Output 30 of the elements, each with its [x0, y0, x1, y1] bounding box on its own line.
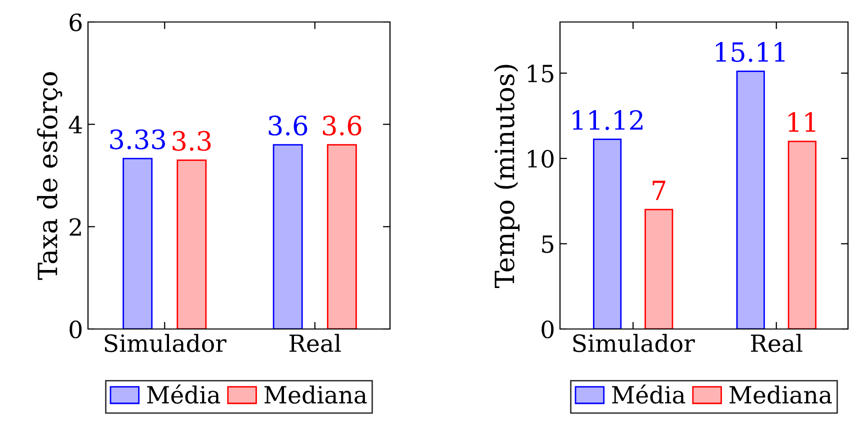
- y-axis-title: Taxa de esforço: [37, 72, 62, 280]
- y-tick-label: 0: [70, 320, 82, 338]
- bar: [592, 138, 622, 329]
- data-label: 7: [652, 180, 666, 200]
- legend-label: Média: [147, 384, 220, 404]
- y-tick-label: 4: [68, 116, 82, 134]
- data-label: 11: [788, 112, 816, 132]
- data-label: 3.6: [268, 116, 308, 136]
- legend-label: Mediana: [264, 385, 367, 404]
- x-tick-label: Simulador: [573, 334, 695, 352]
- data-label: 3.3: [172, 130, 211, 151]
- y-tick-label: 10: [528, 150, 554, 168]
- legend-label: Mediana: [729, 385, 832, 404]
- y-tick-label: 0: [542, 320, 554, 338]
- x-tick-label: Simulador: [104, 334, 226, 352]
- bar: [788, 140, 816, 329]
- x-tick-label: Real: [750, 334, 802, 352]
- bar: [736, 70, 765, 329]
- bar: [644, 208, 674, 329]
- data-label: 15.11: [716, 42, 785, 62]
- data-label: 11.12: [572, 110, 642, 130]
- x-tick-label: Real: [289, 334, 341, 352]
- data-label: 3.33: [110, 129, 165, 150]
- y-axis-title: Tempo (minutos): [494, 64, 520, 288]
- y-tick-label: 2: [70, 218, 81, 236]
- y-tick-label: 6: [70, 13, 82, 32]
- legend-label: Média: [612, 384, 686, 404]
- y-tick-label: 5: [542, 235, 554, 254]
- y-tick-label: 15: [528, 64, 554, 82]
- data-label: 3.6: [322, 116, 362, 136]
